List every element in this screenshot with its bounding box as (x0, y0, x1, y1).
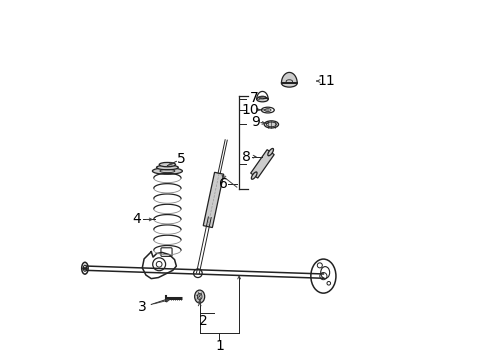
Polygon shape (250, 150, 274, 178)
Text: 3: 3 (138, 300, 146, 314)
Ellipse shape (264, 121, 278, 128)
Text: 10: 10 (241, 103, 258, 117)
Text: 6: 6 (218, 177, 227, 190)
Ellipse shape (152, 168, 182, 174)
Text: 4: 4 (132, 212, 141, 226)
Ellipse shape (281, 79, 297, 87)
Text: 2: 2 (199, 314, 207, 328)
Text: 11: 11 (317, 74, 334, 88)
Text: 1: 1 (215, 339, 224, 353)
Text: 9: 9 (250, 115, 259, 129)
Text: 8: 8 (242, 150, 250, 164)
Ellipse shape (194, 290, 204, 303)
Polygon shape (281, 72, 297, 83)
Polygon shape (203, 172, 223, 228)
Text: 7: 7 (249, 91, 258, 105)
Ellipse shape (156, 165, 178, 170)
Text: 5: 5 (177, 152, 186, 166)
Ellipse shape (251, 172, 257, 179)
Ellipse shape (256, 97, 267, 102)
Ellipse shape (267, 148, 273, 156)
Ellipse shape (159, 162, 175, 167)
